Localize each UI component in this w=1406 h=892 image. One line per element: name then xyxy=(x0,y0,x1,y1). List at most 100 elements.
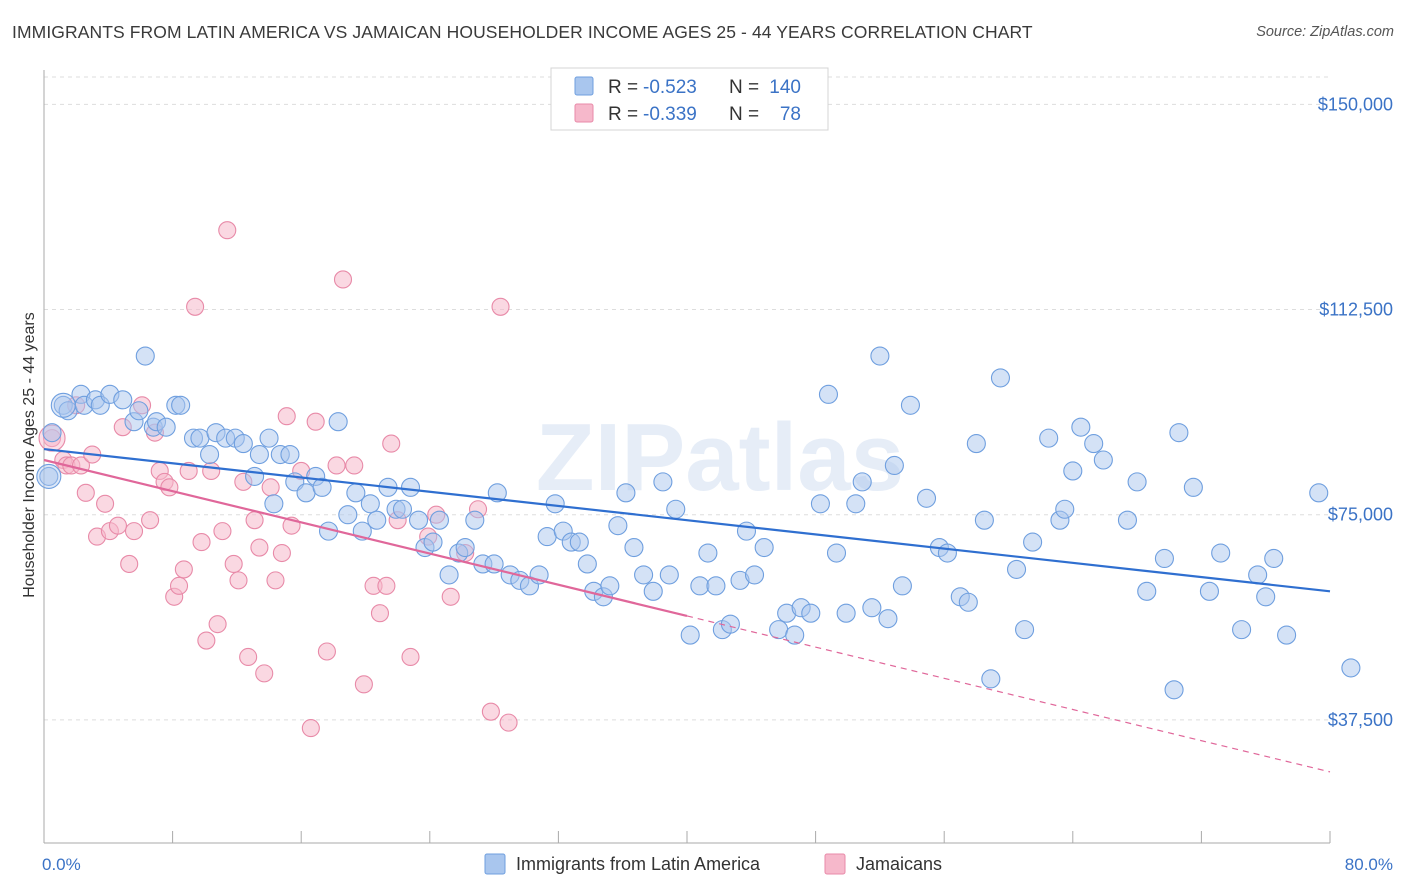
data-point-latin-america xyxy=(1137,581,1157,601)
data-point-latin-america xyxy=(487,483,507,503)
bottom-legend-label-latin-america: Immigrants from Latin America xyxy=(516,854,761,874)
data-point-jamaicans xyxy=(208,615,227,634)
data-point-jamaicans xyxy=(327,456,346,475)
bottom-legend-label-jamaicans: Jamaicans xyxy=(856,854,942,874)
data-point-latin-america xyxy=(616,483,636,503)
data-point-latin-america xyxy=(264,494,284,514)
data-point-latin-america xyxy=(296,483,316,503)
data-point-latin-america xyxy=(666,499,686,519)
data-point-latin-america xyxy=(1169,423,1189,443)
data-point-latin-america xyxy=(1256,587,1276,607)
y-tick-label: $150,000 xyxy=(1318,94,1393,114)
data-point-latin-america xyxy=(744,565,765,585)
data-point-jamaicans xyxy=(261,478,280,497)
data-point-latin-america xyxy=(916,488,937,508)
data-point-latin-america xyxy=(280,444,300,465)
data-point-latin-america xyxy=(249,444,269,465)
data-point-latin-america xyxy=(1248,565,1268,585)
data-point-latin-america xyxy=(653,472,673,492)
data-point-latin-america xyxy=(1117,510,1138,530)
legend-n-label-2: N = xyxy=(729,104,759,125)
data-point-jamaicans xyxy=(255,664,274,683)
data-point-jamaicans xyxy=(76,483,95,502)
data-point-latin-america xyxy=(801,603,821,623)
data-point-latin-america xyxy=(312,477,332,497)
data-point-jamaicans xyxy=(192,533,211,552)
data-point-jamaicans xyxy=(354,675,373,694)
data-point-jamaicans xyxy=(160,478,179,497)
legend-n-label-1: N = xyxy=(729,77,759,98)
x-tick-label: 80.0% xyxy=(1345,855,1393,874)
data-point-jamaicans xyxy=(382,434,401,453)
data-point-latin-america xyxy=(171,395,191,415)
data-point-latin-america xyxy=(634,565,654,585)
data-point-latin-america xyxy=(537,527,557,547)
trend-line-latin-america xyxy=(43,447,1331,593)
data-point-jamaicans xyxy=(186,297,205,316)
data-point-latin-america xyxy=(892,576,912,596)
data-point-jamaicans xyxy=(108,516,127,535)
data-point-latin-america xyxy=(720,614,740,634)
data-point-latin-america xyxy=(1183,477,1203,497)
data-point-latin-america xyxy=(754,537,774,558)
data-point-latin-america xyxy=(698,543,718,563)
data-point-latin-america xyxy=(981,669,1001,689)
legend-r-label-1: R = xyxy=(608,77,638,98)
y-tick-label: $37,500 xyxy=(1328,710,1393,730)
data-point-latin-america xyxy=(577,554,597,574)
data-point-latin-america xyxy=(1127,472,1147,492)
data-point-latin-america-large xyxy=(36,463,62,489)
data-point-jamaicans xyxy=(179,461,198,480)
data-point-latin-america xyxy=(870,346,890,366)
data-point-jamaicans xyxy=(277,407,296,426)
data-point-jamaicans xyxy=(491,297,510,316)
data-point-latin-america xyxy=(624,537,644,558)
data-point-latin-america xyxy=(706,576,726,596)
source-credit: Source: ZipAtlas.com xyxy=(1256,24,1394,40)
data-point-latin-america xyxy=(113,390,133,410)
data-point-jamaicans xyxy=(272,543,291,563)
data-point-latin-america xyxy=(1084,434,1104,454)
y-axis-title: Householder Income Ages 25 - 44 years xyxy=(21,312,38,598)
data-point-latin-america xyxy=(785,625,805,645)
data-point-latin-america xyxy=(156,417,176,437)
data-point-jamaicans xyxy=(202,461,221,480)
data-point-latin-america xyxy=(690,576,710,596)
legend-swatch-latin-america xyxy=(574,76,594,96)
data-point-latin-america xyxy=(328,412,348,432)
data-point-latin-america xyxy=(608,516,628,536)
data-point-jamaicans xyxy=(377,576,396,595)
data-point-latin-america xyxy=(846,494,866,514)
data-point-latin-america xyxy=(1341,658,1361,678)
data-point-latin-america xyxy=(439,565,459,585)
data-point-jamaicans xyxy=(370,604,390,623)
data-point-latin-america xyxy=(852,472,872,492)
data-point-jamaicans xyxy=(197,631,216,650)
data-point-jamaicans xyxy=(333,270,353,289)
data-point-jamaicans xyxy=(266,571,285,590)
data-point-latin-america xyxy=(1015,620,1035,640)
data-point-latin-america xyxy=(408,510,429,530)
bottom-legend-swatch-latin-america xyxy=(484,853,506,875)
data-point-latin-america xyxy=(1211,543,1231,563)
data-point-latin-america xyxy=(392,499,413,519)
data-point-jamaicans xyxy=(250,538,269,557)
data-point-jamaicans xyxy=(245,511,264,530)
data-point-latin-america xyxy=(680,625,700,645)
data-point-latin-america xyxy=(545,494,565,514)
watermark: ZIPatlas xyxy=(536,404,904,511)
data-point-latin-america xyxy=(1023,532,1043,552)
data-point-jamaicans xyxy=(124,522,144,541)
grid-lines xyxy=(44,76,1330,721)
legend: R = -0.523 N = 140 R = -0.339 N = 78 xyxy=(550,67,829,131)
series-latin-america xyxy=(36,346,1361,700)
chart-title: IMMIGRANTS FROM LATIN AMERICA VS JAMAICA… xyxy=(12,22,1033,42)
data-point-latin-america xyxy=(245,466,265,486)
data-point-jamaicans xyxy=(141,511,160,530)
legend-box xyxy=(550,67,829,131)
data-point-latin-america xyxy=(958,592,978,612)
data-point-jamaicans xyxy=(441,587,460,606)
data-point-latin-america xyxy=(900,395,920,415)
data-point-latin-america xyxy=(1093,450,1113,470)
y-tick-label: $112,500 xyxy=(1319,300,1393,320)
